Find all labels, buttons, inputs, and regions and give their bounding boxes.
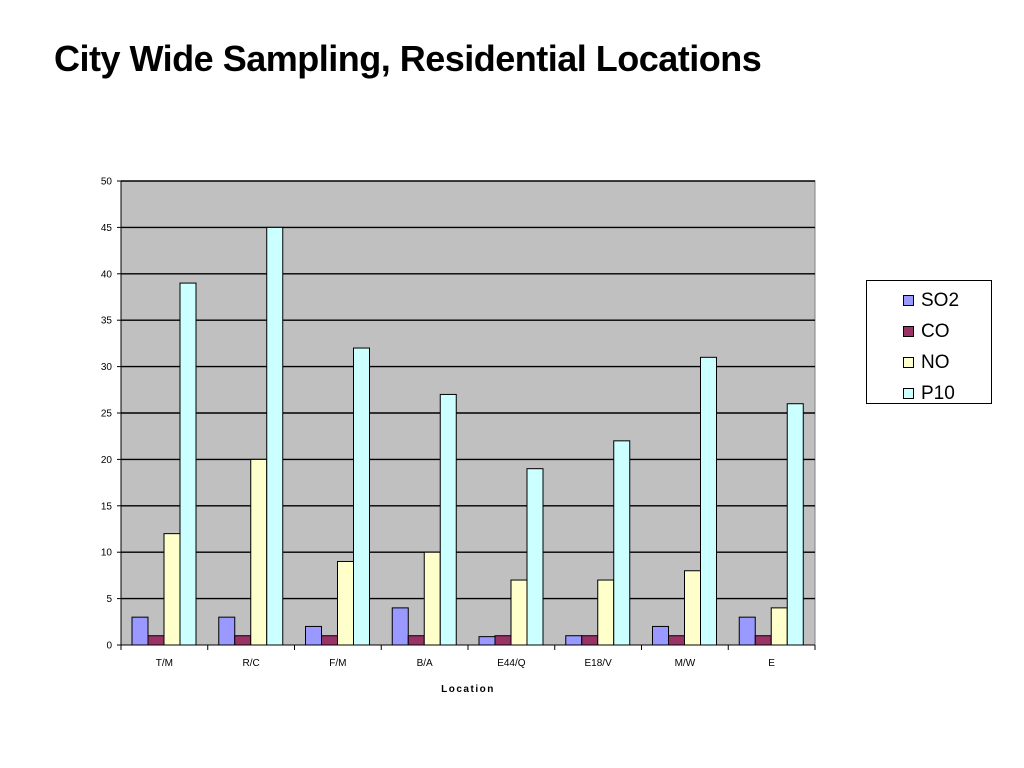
x-tick-label: E18/V [585,658,613,669]
legend-swatch-so2 [903,295,914,306]
bar-co-rc [234,635,252,646]
bar-no-fm [337,560,354,646]
bar-so2-fm [305,625,322,646]
bar-p10-e44q [526,468,544,646]
bar-so2-ba [391,607,409,646]
y-tick-label: 20 [101,455,113,466]
slide-title: City Wide Sampling, Residential Location… [54,38,762,79]
bar-so2-e44q [478,636,496,646]
bar-p10-tm [179,282,197,646]
legend-item-so2: SO2 [867,285,991,316]
x-tick-label: E [768,658,775,669]
legend-item-co: CO [867,316,991,347]
legend-swatch-p10 [903,388,914,399]
y-tick-label: 5 [106,594,112,605]
bar-co-ba [407,635,425,646]
bar-co-mw [668,635,685,646]
plot-area [120,180,816,646]
legend-label-p10: P10 [921,382,955,404]
y-tick-label: 30 [101,362,113,373]
y-tick-label: 0 [106,641,112,652]
bars [131,226,804,646]
y-tick-label: 10 [101,548,113,559]
legend-swatch-co [903,326,914,337]
y-tick-label: 50 [101,177,113,188]
bar-p10-mw [700,356,717,646]
y-tick-label: 35 [101,316,113,327]
bar-so2-tm [131,616,149,646]
legend-item-p10: P10 [867,378,991,409]
bar-p10-fm [353,347,370,646]
bar-no-e44q [510,579,528,646]
bar-co-fm [321,635,338,646]
bar-p10-e18v [613,440,631,646]
x-tick-label: B/A [417,658,433,669]
bar-p10-ba [439,393,457,646]
chart-legend: SO2 CO NO P10 [866,280,992,404]
x-tick-label: E44/Q [497,658,526,669]
bar-co-e44q [494,635,512,646]
bar-p10-rc [266,226,284,646]
x-tick-label: F/M [329,658,346,669]
y-tick-label: 25 [101,409,113,420]
bar-co-e [754,635,772,646]
bar-co-e18v [581,635,599,646]
bar-no-rc [250,458,268,646]
legend-label-co: CO [921,320,950,342]
bar-no-tm [163,533,181,646]
y-tick-label: 40 [101,269,113,280]
bar-p10-e [786,403,804,646]
y-tick-label: 45 [101,223,113,234]
legend-swatch-no [903,357,914,368]
bar-no-e [770,607,788,646]
bar-so2-e18v [565,635,583,646]
bar-co-tm [147,635,165,646]
y-tick-label: 15 [101,501,113,512]
bar-so2-rc [218,616,236,646]
legend-label-so2: SO2 [921,289,960,311]
x-tick-label: R/C [243,658,260,669]
bar-so2-e [738,616,756,646]
bar-so2-mw [652,625,669,646]
legend-label-no: NO [921,351,950,373]
bar-no-ba [423,551,441,646]
x-tick-label: M/W [675,658,696,669]
x-tick-label: T/M [156,658,173,669]
bar-no-e18v [597,579,615,646]
legend-item-no: NO [867,347,991,378]
axes: 0 5 10 15 20 25 30 35 40 45 50 T/M R/C F/M B/A E44/Q E18… [101,177,816,695]
bar-no-mw [684,570,701,646]
x-axis-title: Location [441,684,495,695]
